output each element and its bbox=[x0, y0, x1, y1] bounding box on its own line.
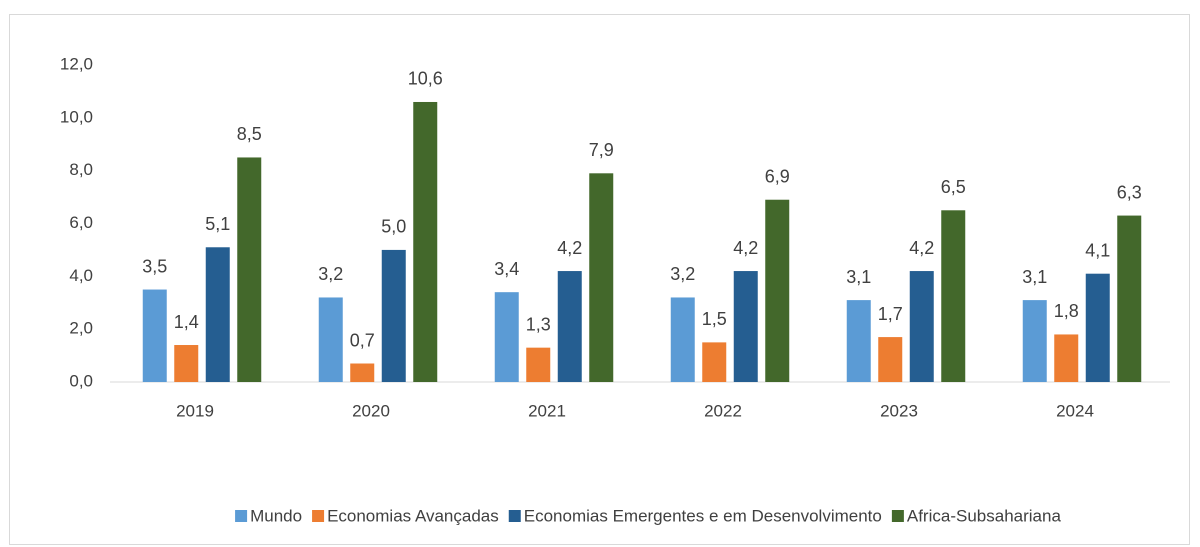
bar bbox=[1022, 300, 1047, 382]
legend-label: Economias Avançadas bbox=[327, 506, 499, 525]
value-label: 0,7 bbox=[350, 330, 375, 350]
value-label: 4,2 bbox=[733, 238, 758, 258]
legend-label: Mundo bbox=[250, 506, 302, 525]
legend-swatch bbox=[312, 510, 325, 522]
value-label: 1,7 bbox=[878, 304, 903, 324]
x-tick-label: 2021 bbox=[528, 401, 566, 420]
bar bbox=[557, 271, 582, 382]
y-tick-label: 6,0 bbox=[69, 213, 93, 232]
value-label: 3,4 bbox=[494, 259, 519, 279]
bar bbox=[1085, 273, 1110, 382]
value-label: 3,2 bbox=[318, 264, 343, 284]
value-label: 8,5 bbox=[237, 124, 262, 144]
value-label: 3,2 bbox=[670, 264, 695, 284]
value-label: 6,9 bbox=[765, 166, 790, 186]
legend-swatch bbox=[235, 510, 248, 522]
y-tick-label: 4,0 bbox=[69, 266, 93, 285]
y-tick-label: 2,0 bbox=[69, 319, 93, 338]
legend-swatch bbox=[891, 510, 904, 522]
value-label: 5,0 bbox=[381, 217, 406, 237]
legend-label: Africa-Subsahariana bbox=[907, 506, 1062, 525]
value-label: 6,5 bbox=[941, 177, 966, 197]
bar bbox=[941, 210, 966, 382]
value-label: 4,1 bbox=[1085, 240, 1110, 260]
bar bbox=[350, 363, 375, 382]
x-tick-label: 2019 bbox=[176, 401, 214, 420]
legend-swatch bbox=[508, 510, 521, 522]
bar bbox=[702, 342, 727, 382]
bar bbox=[174, 345, 199, 382]
bar bbox=[205, 247, 230, 382]
bar bbox=[381, 249, 406, 382]
bar bbox=[765, 199, 790, 382]
value-label: 4,2 bbox=[557, 238, 582, 258]
legend-label: Economias Emergentes e em Desenvolviment… bbox=[524, 506, 882, 525]
y-tick-label: 12,0 bbox=[60, 54, 93, 73]
bar bbox=[237, 157, 262, 382]
value-label: 1,3 bbox=[526, 314, 551, 334]
value-label: 5,1 bbox=[205, 214, 230, 234]
bar bbox=[318, 297, 343, 382]
bar bbox=[909, 271, 934, 382]
bar bbox=[142, 289, 167, 382]
value-label: 3,5 bbox=[142, 256, 167, 276]
bar bbox=[733, 271, 758, 382]
bar bbox=[1117, 215, 1142, 382]
bar bbox=[494, 292, 519, 382]
bar bbox=[878, 337, 903, 382]
bar bbox=[670, 297, 695, 382]
bar bbox=[413, 101, 438, 382]
y-tick-label: 10,0 bbox=[60, 107, 93, 126]
y-tick-label: 8,0 bbox=[69, 160, 93, 179]
value-label: 1,8 bbox=[1054, 301, 1079, 321]
bar bbox=[1054, 334, 1079, 382]
value-label: 1,4 bbox=[174, 312, 199, 332]
value-label: 6,3 bbox=[1117, 182, 1142, 202]
value-label: 3,1 bbox=[846, 267, 871, 287]
value-label: 10,6 bbox=[408, 69, 443, 89]
bar bbox=[589, 173, 614, 382]
bar bbox=[846, 300, 871, 382]
value-label: 3,1 bbox=[1022, 267, 1047, 287]
value-label: 4,2 bbox=[909, 238, 934, 258]
x-tick-label: 2023 bbox=[880, 401, 918, 420]
x-tick-label: 2020 bbox=[352, 401, 390, 420]
value-label: 7,9 bbox=[589, 140, 614, 160]
x-tick-label: 2024 bbox=[1056, 401, 1094, 420]
x-tick-label: 2022 bbox=[704, 401, 742, 420]
y-tick-label: 0,0 bbox=[69, 371, 93, 390]
value-label: 1,5 bbox=[702, 309, 727, 329]
bar bbox=[526, 347, 551, 382]
